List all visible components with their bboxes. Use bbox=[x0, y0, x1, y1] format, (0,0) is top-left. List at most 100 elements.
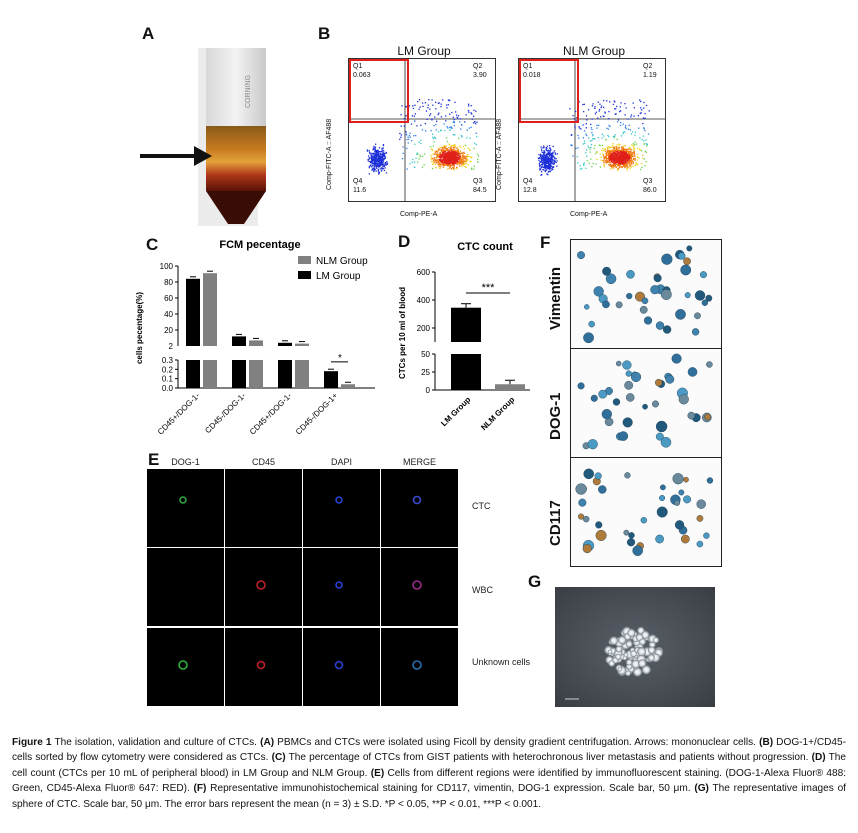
sphere-cell bbox=[609, 636, 619, 645]
cell bbox=[590, 394, 598, 402]
x-tick-label: CD45+/DOG-1- bbox=[248, 391, 294, 437]
cell bbox=[641, 297, 649, 305]
cell bbox=[578, 513, 585, 520]
cell bbox=[595, 529, 607, 541]
y-tick-label: 2 bbox=[169, 342, 174, 351]
ihc-cd117-image bbox=[570, 457, 722, 567]
cell bbox=[674, 499, 681, 506]
cell bbox=[618, 431, 629, 441]
cell bbox=[662, 325, 672, 334]
flow-nlm-ylabel: Comp-FITC-A :: AF488 bbox=[496, 118, 503, 190]
cell bbox=[678, 489, 685, 496]
fluorescent-cell bbox=[256, 660, 266, 670]
if-row-wbc: WBC bbox=[472, 585, 493, 595]
cell bbox=[672, 473, 684, 485]
sphere-cell bbox=[615, 653, 622, 660]
if-image-cell bbox=[225, 548, 302, 626]
cell bbox=[626, 270, 635, 279]
panel-label-e: E bbox=[148, 450, 160, 469]
cell bbox=[587, 439, 598, 450]
if-image-cell bbox=[147, 548, 224, 626]
cell bbox=[632, 545, 643, 556]
bar bbox=[278, 342, 292, 346]
sphere-cell bbox=[617, 666, 623, 672]
bar bbox=[203, 360, 217, 388]
cell bbox=[655, 420, 668, 433]
sphere-cell bbox=[652, 637, 659, 644]
cell bbox=[650, 285, 660, 295]
cell bbox=[660, 437, 672, 448]
cell bbox=[683, 495, 692, 504]
cell bbox=[583, 468, 594, 480]
chart-title: CTC count bbox=[457, 241, 513, 253]
cell bbox=[653, 274, 662, 283]
legend-label: LM Group bbox=[316, 271, 361, 282]
if-image-cell bbox=[303, 548, 380, 626]
cell bbox=[686, 245, 693, 252]
cell bbox=[706, 361, 713, 368]
cell bbox=[602, 266, 612, 276]
svg-text:CORNING: CORNING bbox=[245, 75, 252, 108]
cell bbox=[605, 273, 617, 285]
panel-label-f: F bbox=[540, 233, 551, 252]
y-tick-label: 400 bbox=[417, 296, 431, 305]
sphere-cell bbox=[641, 665, 651, 675]
bar bbox=[186, 278, 200, 346]
legend-label: NLM Group bbox=[316, 256, 368, 267]
cell bbox=[694, 290, 706, 301]
bar bbox=[249, 360, 263, 388]
cell bbox=[630, 371, 642, 383]
cell bbox=[626, 538, 636, 547]
cell bbox=[624, 380, 634, 390]
cell bbox=[655, 534, 664, 544]
cell bbox=[691, 328, 700, 336]
cell bbox=[696, 540, 704, 548]
legend-swatch bbox=[298, 271, 311, 279]
cell bbox=[582, 544, 592, 554]
flow-lm-xlabel: Comp-PE-A bbox=[400, 211, 438, 218]
fluorescent-cell bbox=[412, 660, 422, 670]
cell bbox=[696, 499, 706, 509]
fluorescent-cell bbox=[256, 580, 266, 590]
sig-stars: *** bbox=[482, 282, 496, 294]
ihc-label-vimentin: Vimentin bbox=[547, 266, 564, 330]
sphere-cell bbox=[647, 654, 655, 662]
if-image-cell bbox=[303, 469, 380, 547]
fcm-percentage-chart: FCM pecentage 20 40 60 80 100 2 0.00.10.20.3 cel… bbox=[135, 239, 375, 437]
cell bbox=[655, 378, 663, 387]
cell bbox=[680, 534, 690, 544]
y-tick-label: 200 bbox=[417, 324, 431, 333]
cell bbox=[582, 515, 590, 523]
ctc-gate-box bbox=[349, 59, 409, 123]
cell bbox=[659, 494, 666, 501]
if-image-cell bbox=[225, 628, 302, 706]
cell bbox=[583, 332, 594, 344]
if-col-cd45: CD45 bbox=[251, 457, 275, 467]
cell bbox=[651, 400, 659, 408]
cell bbox=[699, 271, 707, 279]
ihc-dog1-image bbox=[570, 348, 722, 458]
cell bbox=[704, 413, 711, 421]
x-tick-label: NLM Group bbox=[479, 395, 516, 432]
cell bbox=[584, 304, 590, 310]
figure-caption: Figure 1 The isolation, validation and c… bbox=[12, 737, 847, 810]
cell bbox=[598, 389, 608, 399]
y-tick-label: 0.1 bbox=[162, 375, 174, 384]
cell bbox=[678, 394, 689, 405]
cell bbox=[687, 411, 696, 420]
cell bbox=[705, 294, 713, 302]
y-tick-label: 25 bbox=[421, 368, 430, 377]
bar bbox=[203, 273, 217, 346]
cell bbox=[612, 398, 621, 406]
sphere-cell bbox=[607, 649, 613, 655]
panel-label-a: A bbox=[142, 24, 155, 43]
cell bbox=[588, 320, 595, 328]
cell bbox=[701, 299, 709, 306]
flow-nlm-xlabel: Comp-PE-A bbox=[570, 211, 608, 218]
x-tick-label: CD45-/DOG-1- bbox=[203, 391, 247, 435]
if-image-cell bbox=[381, 469, 458, 547]
fluorescent-cell bbox=[412, 495, 422, 505]
y-tick-label: 50 bbox=[421, 350, 430, 359]
ctc-gate-box bbox=[519, 59, 579, 123]
bar bbox=[232, 336, 246, 346]
